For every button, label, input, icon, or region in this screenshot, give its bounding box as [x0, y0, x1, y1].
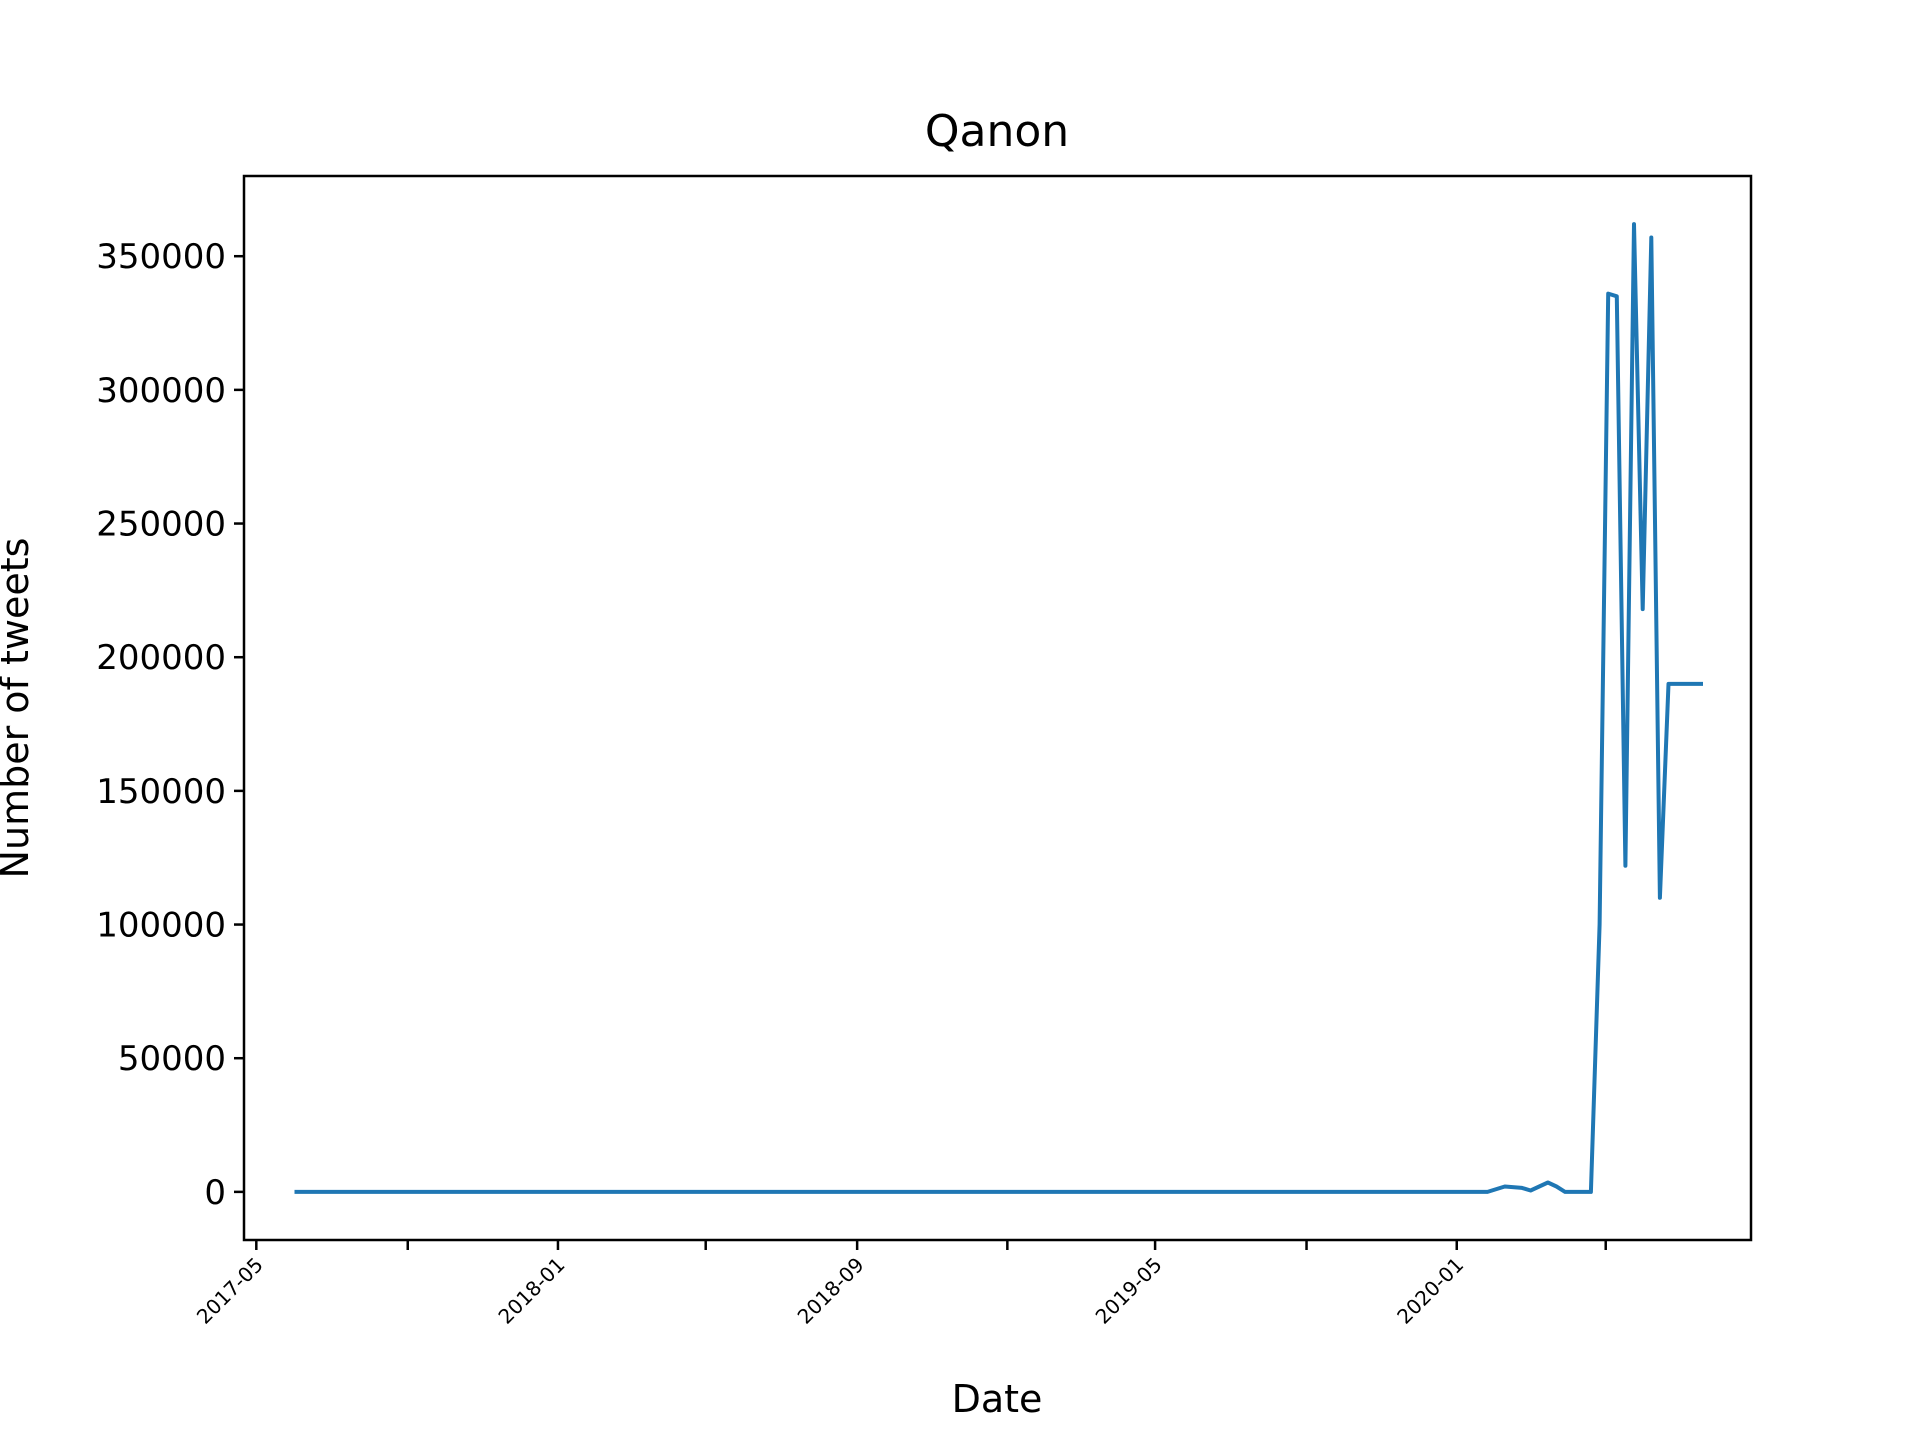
y-tick-label: 250000 — [96, 505, 226, 545]
y-tick-label: 50000 — [118, 1039, 226, 1079]
series-line — [294, 222, 1703, 1194]
plot-area — [294, 222, 1703, 1194]
y-tick-label: 300000 — [96, 371, 226, 411]
y-tick-label: 100000 — [96, 906, 226, 946]
y-tick-label: 200000 — [96, 638, 226, 678]
axes-frame — [242, 174, 1753, 1242]
x-axis-title: Date — [952, 1377, 1043, 1421]
y-tick-label: 0 — [204, 1173, 226, 1213]
y-axis: 0 50000 100000 150000 200000 250000 300000 3500… — [96, 237, 244, 1213]
y-tick-label: 350000 — [96, 237, 226, 277]
y-tick-label: 150000 — [96, 772, 226, 812]
y-axis-title: Number of tweets — [0, 538, 37, 879]
chart-title: Qanon — [925, 106, 1069, 157]
